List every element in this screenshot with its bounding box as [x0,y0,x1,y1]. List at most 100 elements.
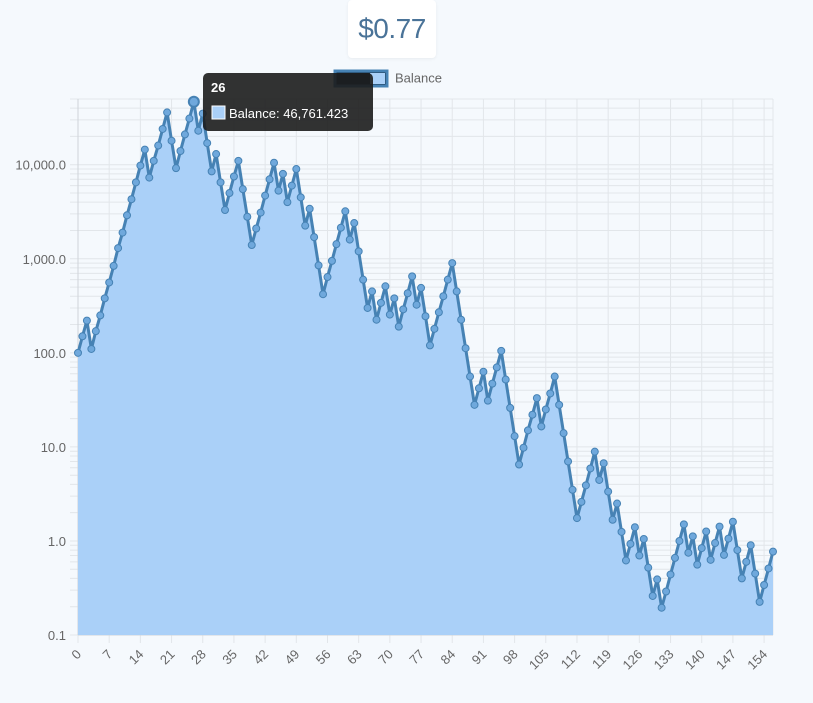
data-point[interactable] [474,384,483,393]
data-point[interactable] [523,426,532,435]
data-point[interactable] [506,403,515,412]
data-point[interactable] [483,396,492,405]
data-point[interactable] [314,261,323,270]
data-point[interactable] [341,207,350,216]
data-point[interactable] [492,363,501,372]
data-point[interactable] [528,410,537,419]
data-point[interactable] [666,570,675,579]
data-point[interactable] [301,221,310,230]
data-point[interactable] [568,485,577,494]
data-point[interactable] [515,460,524,469]
data-point[interactable] [252,224,261,233]
data-point[interactable] [662,587,671,596]
data-point[interactable] [194,126,203,135]
data-point[interactable] [221,206,230,215]
data-point[interactable] [577,497,586,506]
data-point[interactable] [140,145,149,154]
data-point[interactable] [421,312,430,321]
data-point[interactable] [350,219,359,228]
data-point[interactable] [256,208,265,217]
data-point[interactable] [715,522,724,531]
data-point[interactable] [452,287,461,296]
data-point[interactable] [479,367,488,376]
data-point[interactable] [737,574,746,583]
data-point[interactable] [697,544,706,553]
data-point[interactable] [670,553,679,562]
data-point[interactable] [684,548,693,557]
data-point[interactable] [470,400,479,409]
data-point[interactable] [74,348,82,357]
data-point[interactable] [679,520,688,529]
data-point[interactable] [354,247,363,256]
data-point[interactable] [466,372,475,381]
data-point[interactable] [243,212,252,221]
data-point[interactable] [274,186,283,195]
data-point[interactable] [336,223,345,232]
data-point[interactable] [604,487,613,496]
data-point[interactable] [550,372,559,381]
data-point[interactable] [270,158,279,167]
data-point[interactable] [688,532,697,541]
data-point[interactable] [363,303,372,312]
data-point[interactable] [176,146,185,155]
data-point[interactable] [617,527,626,536]
data-point[interactable] [590,447,599,456]
data-point[interactable] [91,327,100,336]
data-point[interactable] [769,547,777,556]
data-point[interactable] [559,429,568,438]
data-point[interactable] [733,546,742,555]
data-point[interactable] [154,141,163,150]
data-point[interactable] [488,379,497,388]
data-point[interactable] [118,228,127,237]
data-point[interactable] [764,564,773,573]
data-point[interactable] [82,316,91,325]
data-point[interactable] [100,294,109,303]
data-point[interactable] [595,475,604,484]
data-point[interactable] [711,539,720,548]
data-point[interactable] [105,278,114,287]
data-point[interactable] [172,164,181,173]
data-point[interactable] [724,534,733,543]
data-point[interactable] [327,256,336,265]
data-point[interactable] [581,481,590,490]
data-point[interactable] [372,315,381,324]
data-point[interactable] [163,108,172,117]
data-point[interactable] [501,375,510,384]
data-point[interactable] [702,527,711,536]
data-point[interactable] [323,273,332,282]
data-point[interactable] [675,536,684,545]
data-point[interactable] [385,310,394,319]
data-point[interactable] [751,569,760,578]
data-point[interactable] [149,156,158,165]
data-point[interactable] [519,443,528,452]
data-point[interactable] [212,150,221,159]
data-point[interactable] [510,432,519,441]
data-point[interactable] [238,185,247,194]
data-point[interactable] [229,172,238,181]
data-point[interactable] [345,235,354,244]
data-point[interactable] [497,346,506,355]
data-point[interactable] [114,244,123,253]
data-point[interactable] [443,275,452,284]
data-point[interactable] [207,167,216,176]
data-point[interactable] [635,551,644,560]
data-point[interactable] [265,175,274,184]
data-point[interactable] [394,322,403,331]
data-point[interactable] [434,308,443,317]
data-point[interactable] [319,290,328,299]
data-point[interactable] [390,294,399,303]
data-point[interactable] [234,156,243,165]
data-point[interactable] [399,305,408,314]
data-point[interactable] [742,557,751,566]
data-point[interactable] [728,517,737,526]
data-point[interactable] [136,161,145,170]
data-point[interactable] [305,204,314,213]
data-point[interactable] [648,591,657,600]
data-point[interactable] [381,282,390,291]
data-point[interactable] [630,523,639,532]
data-point[interactable] [657,603,666,612]
data-point[interactable] [247,241,256,250]
data-point[interactable] [127,195,136,204]
data-point[interactable] [546,389,555,398]
